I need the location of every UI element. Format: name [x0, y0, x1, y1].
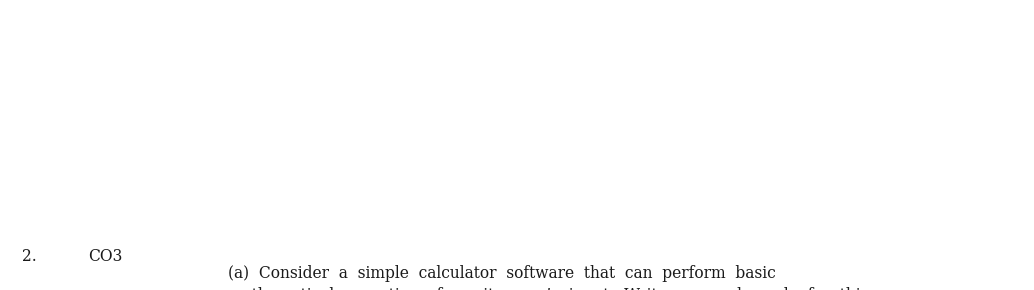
- Text: (a)  Consider  a  simple  calculator  software  that  can  perform  basic: (a) Consider a simple calculator softwar…: [229, 265, 776, 282]
- Text: CO3: CO3: [88, 248, 122, 265]
- Text: 2.: 2.: [22, 248, 37, 265]
- Text: mathematical  operations  from  its  user’s  input.  Write  a  pseudo  code  for: mathematical operations from its user’s …: [229, 287, 869, 290]
